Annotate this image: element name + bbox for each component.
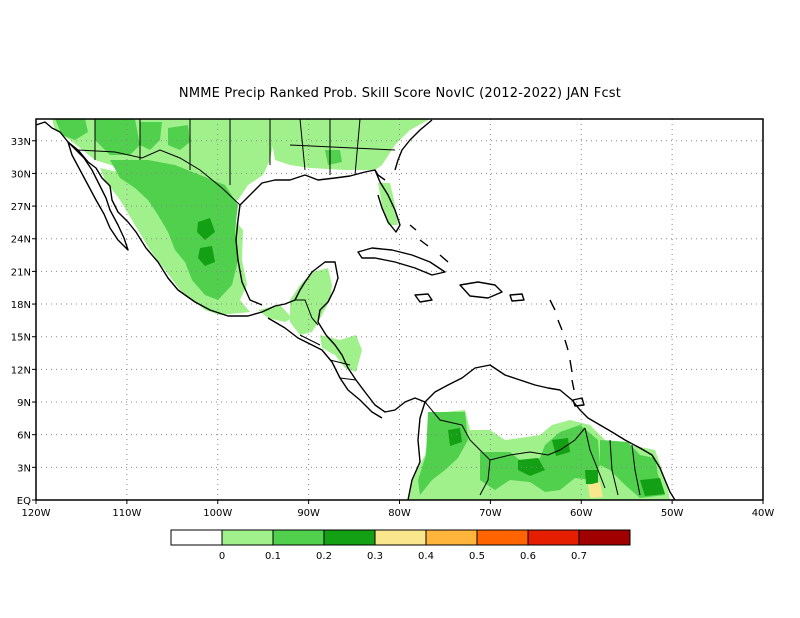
colorbar-label: 0.5 [469,551,485,562]
shade-sa-north [480,425,600,492]
shade-sa-core-1 [448,428,462,446]
colorbar-swatch [221,529,274,546]
colorbar-label: 0.1 [265,551,281,562]
skill-shading [52,119,670,500]
shade-sa-core-5 [640,478,665,496]
coast-central-america [325,334,426,413]
colorbar-swatch [476,529,529,546]
coast-south-america [424,364,676,500]
border-us-states [94,119,396,185]
border-venezuela [489,427,586,461]
coast-us-mexico [36,121,339,336]
coast-bahamas [409,224,449,263]
shade-yellow-patch [588,482,603,498]
y-tick-label: 15N [11,333,31,344]
colorbar-swatch [425,529,478,546]
shade-mexico-core-1 [197,218,215,240]
colorbar-label: 0.4 [418,551,434,562]
x-tick-label: 80W [388,508,411,519]
x-tick-label: 110W [112,508,141,519]
coast-lesser-antilles [549,299,575,391]
colorbar-swatch [374,529,427,546]
colorbar-swatch [323,529,376,546]
coast-trinidad [572,397,585,407]
colorbar-label: 0 [219,551,225,562]
y-tick-label: 24N [11,235,31,246]
colorbar-label: 0.6 [520,551,536,562]
y-tick-label: 21N [11,267,31,278]
coast-south-america-west [407,401,426,500]
coast-jamaica [414,293,433,303]
x-axis: 120W 110W 100W 90W 80W 70W 60W 50W 40W [22,500,775,519]
border-guyana [584,427,641,496]
shade-usa-east [268,119,430,170]
shade-texas [168,125,190,150]
x-tick-label: 120W [22,508,51,519]
y-tick-label: 6N [17,431,31,442]
graticule [36,119,763,500]
border-colombia [424,401,491,496]
border-guatemala [295,299,321,346]
shade-yucatan-guatemala [290,268,332,335]
border-nicaragua [329,359,357,381]
borders [77,119,641,496]
shade-sa-core-4 [585,470,598,484]
coast-florida [374,169,401,233]
coast-cuba [357,247,446,276]
border-us-mexico [77,149,241,206]
y-tick-label: 27N [11,202,31,213]
x-tick-label: 70W [479,508,502,519]
x-tick-label: 60W [570,508,593,519]
y-tick-label: 30N [11,169,31,180]
coast-gulf-west [235,204,263,306]
colorbar-label: 0.3 [367,551,383,562]
y-tick-label: 12N [11,365,31,376]
coast-hispaniola [459,281,503,299]
y-tick-label: 3N [17,463,31,474]
coastlines [36,119,676,500]
x-tick-label: 90W [297,508,320,519]
shade-south-america [408,410,670,500]
y-tick-label: 9N [17,398,31,409]
shade-arizona [95,119,140,155]
y-axis: EQ 3N 6N 9N 12N 15N 18N 21N 24N 27N 30N 33N [11,137,36,507]
shade-carolinas [325,150,342,165]
coast-puerto-rico [509,293,525,302]
colorbar-swatch [170,529,223,546]
x-tick-label: 40W [752,508,775,519]
colorbar-label: 0.7 [571,551,587,562]
coast-atlantic-us [394,119,433,171]
shade-mexico-core-2 [198,246,215,266]
colorbar-label: 0.2 [316,551,332,562]
colorbar-swatch [527,529,580,546]
coast-baja [67,141,129,251]
coast-central-america-pacific [267,317,383,419]
colorbar: 0 0.1 0.2 0.3 0.4 0.5 0.6 0.7 [170,529,631,562]
shade-isthmus [258,305,292,322]
map-title: NMME Precip Ranked Prob. Skill Score Nov… [178,86,622,101]
colorbar-swatch [578,529,631,546]
shade-west-coast-usa [55,119,88,140]
y-tick-label: 18N [11,300,31,311]
x-tick-label: 50W [661,508,684,519]
y-tick-label: EQ [17,496,31,507]
y-tick-label: 33N [11,137,31,148]
shade-florida [378,183,398,225]
x-tick-label: 100W [203,508,232,519]
colorbar-swatch [272,529,325,546]
shade-new-mexico [140,122,162,150]
